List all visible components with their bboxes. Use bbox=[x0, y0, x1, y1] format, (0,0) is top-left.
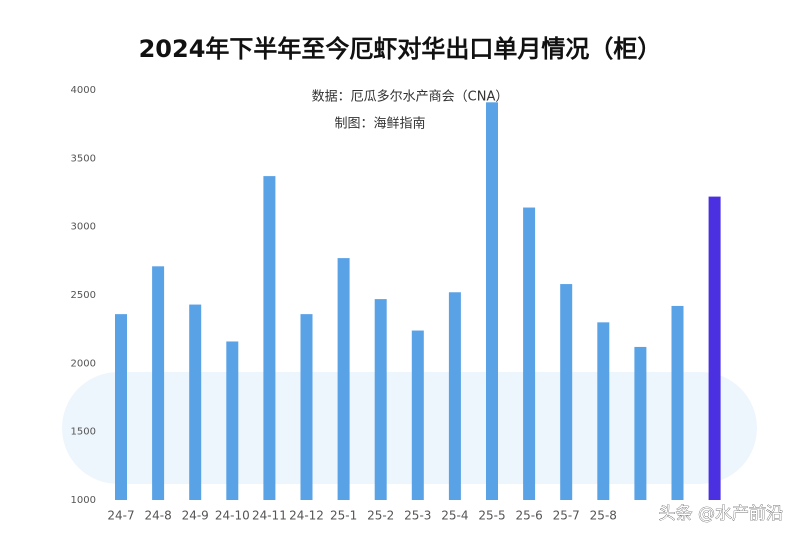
bar bbox=[189, 304, 202, 500]
x-tick-label: 24-9 bbox=[182, 509, 209, 523]
bar bbox=[411, 330, 424, 500]
bar bbox=[263, 176, 276, 500]
bar bbox=[337, 258, 350, 500]
bar bbox=[448, 292, 461, 500]
bar bbox=[226, 341, 239, 500]
watermark: 头条 @水产前沿 bbox=[659, 504, 783, 524]
x-tick-label: 25-5 bbox=[478, 509, 505, 523]
x-tick-label: 24-11 bbox=[252, 509, 287, 523]
bar bbox=[486, 102, 498, 501]
x-tick-label: 24-10 bbox=[215, 509, 250, 523]
subtitle: 数据：厄瓜多尔水产商会（CNA） bbox=[312, 89, 509, 105]
bar bbox=[671, 305, 684, 500]
y-tick-label: 4000 bbox=[71, 85, 96, 96]
bar bbox=[300, 314, 313, 500]
bar bbox=[523, 207, 536, 501]
y-tick-label: 1000 bbox=[71, 495, 96, 506]
bar bbox=[708, 196, 721, 500]
x-tick-label: 25-2 bbox=[367, 509, 394, 523]
bar bbox=[115, 314, 127, 500]
x-tick-label: 25-7 bbox=[553, 509, 580, 523]
x-tick-label: 25-8 bbox=[590, 509, 617, 523]
bar bbox=[152, 266, 165, 500]
chart-title: 2024年下半年至今厄虾对华出口单月情况（柜） bbox=[139, 35, 662, 63]
credit: 制图：海鲜指南 bbox=[334, 116, 425, 132]
x-tick-label: 25-1 bbox=[330, 509, 357, 523]
x-tick-label: 24-8 bbox=[144, 509, 171, 523]
decor-band bbox=[62, 372, 757, 484]
bar bbox=[597, 322, 610, 500]
y-tick-label: 2000 bbox=[71, 358, 96, 369]
x-tick-label: 24-7 bbox=[107, 509, 134, 523]
bar bbox=[560, 284, 573, 500]
x-tick-label: 24-12 bbox=[289, 509, 324, 523]
x-tick-label: 25-4 bbox=[441, 509, 468, 523]
bar bbox=[634, 346, 647, 500]
y-tick-label: 2500 bbox=[71, 290, 96, 301]
y-tick-label: 3500 bbox=[71, 153, 96, 164]
y-tick-label: 1500 bbox=[71, 427, 96, 438]
bar bbox=[374, 299, 387, 500]
x-tick-label: 25-6 bbox=[515, 509, 542, 523]
x-tick-label: 25-3 bbox=[404, 509, 431, 523]
y-tick-label: 3000 bbox=[71, 222, 96, 233]
